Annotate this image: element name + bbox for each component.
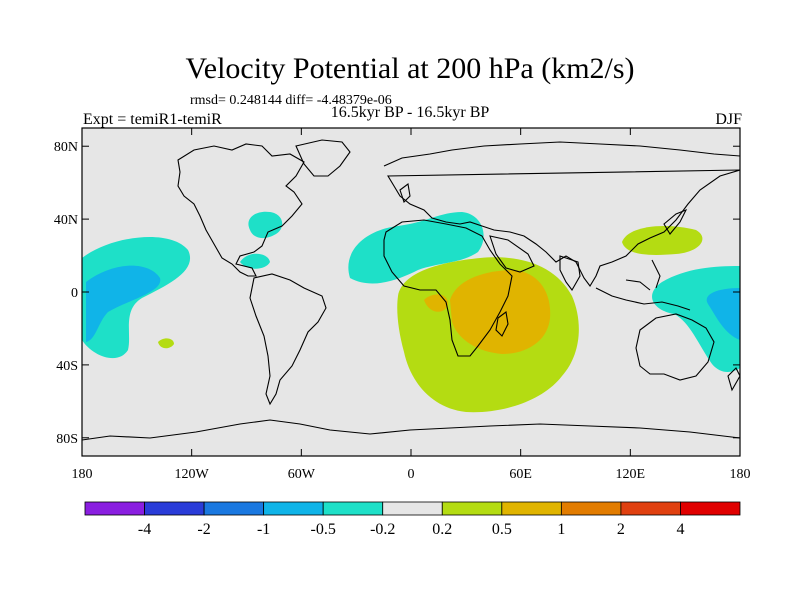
coastline-uk [399,183,411,204]
colorbar-swatch [680,501,741,516]
lon-tick-label: 0 [408,467,415,482]
coastline-south-america [249,273,327,406]
lon-tick-label: 180 [730,467,751,482]
lon-tick-label: 60E [509,467,532,482]
coastline-antarctica [82,419,740,441]
colorbar-swatch [501,501,562,516]
lat-tick-label: 0 [71,286,78,301]
lat-tick-label: 40S [56,359,78,374]
lat-tick-label: 40N [54,213,78,228]
coastline-arabia [489,235,535,273]
coastline-japan [663,208,688,235]
contour-west-pacific-inner [706,288,740,340]
contour-south-pacific-spot [158,338,174,349]
colorbar-swatch [263,501,324,516]
colorbar-label: -4 [138,521,151,538]
contour-north-america [248,211,283,239]
map-title: Velocity Potential at 200 hPa (km2/s) [185,52,635,85]
contour-east-asia [622,226,703,255]
colorbar-label: 1 [557,521,565,538]
contour-caribbean [240,253,270,269]
coastline-greenland [295,139,351,177]
colorbar-swatch [322,501,384,516]
colorbar-label: -0.5 [311,521,336,538]
lon-tick-label: 120E [616,467,646,482]
colorbar-label: 0.2 [432,521,452,538]
colorbar-swatch [382,501,443,516]
stats-label: rmsd= 0.248144 diff= -4.48379e-06 [190,93,392,108]
experiment-label: Expt = temiR1-temiR [83,111,222,128]
colorbar-swatch [84,501,145,516]
colorbar-swatch [203,501,265,516]
coastline-india [559,255,581,291]
coastlines [82,139,740,441]
colorbar-swatch [620,501,681,516]
contour-atlantic-pocket [424,294,448,312]
lat-tick-label: 80S [56,432,78,447]
coastline-maritime-continent [595,259,691,311]
lon-tick-label: 60W [288,467,316,482]
coastline-africa [383,219,513,357]
colorbar: -4 -2 -1 -0.5 -0.2 0.2 0.5 1 2 4 [84,501,741,538]
period-label: 16.5kyr BP - 16.5kyr BP [330,104,490,121]
lon-tick-label: 180 [72,467,93,482]
coastline-north-america [177,143,305,277]
colorbar-label: -0.2 [370,521,395,538]
coastline-madagascar [495,311,509,337]
colorbar-label: -1 [257,521,270,538]
season-label: DJF [715,111,742,128]
colorbar-swatch [560,501,622,516]
colorbar-swatch [441,501,503,516]
contour-central-pacific-inner [86,265,161,342]
colorbar-swatch [144,501,205,516]
lon-ticks: 180 120W 60W 0 60E 120E 180 [72,128,751,482]
contour-atlantic-africa [348,212,484,284]
coastline-new-zealand [727,367,740,392]
coastline-australia [635,313,715,381]
lon-tick-label: 120W [175,467,210,482]
colorbar-label: 4 [676,521,684,538]
colorbar-label: -2 [197,521,210,538]
coastline-eurasia [383,141,740,287]
colorbar-label: 0.5 [492,521,512,538]
contour-fills [82,211,740,413]
colorbar-label: 2 [617,521,625,538]
lat-tick-label: 80N [54,140,78,155]
lat-ticks: 80N 40N 0 40S 80S [54,140,740,447]
